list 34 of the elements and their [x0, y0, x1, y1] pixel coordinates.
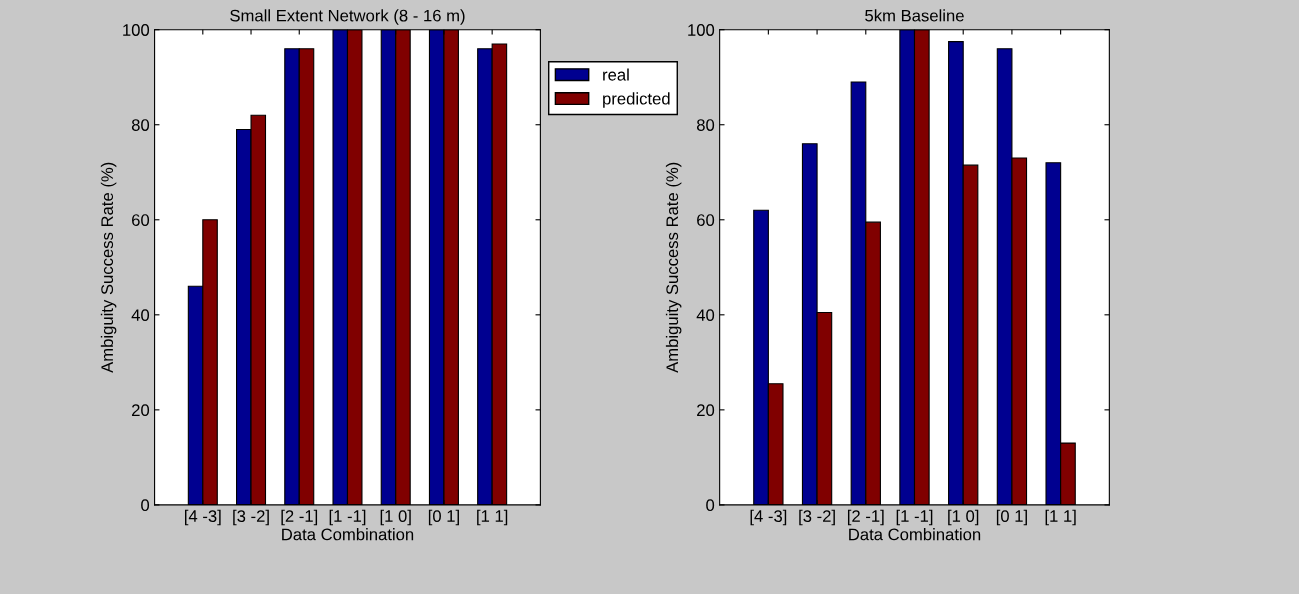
- y-tick-label: 80: [696, 119, 715, 131]
- x-tick-label: [1 0]: [380, 509, 411, 526]
- x-axis-title: Data Combination: [849, 528, 981, 541]
- y-tick-label: 40: [131, 309, 150, 322]
- x-tick-label: [2 -1]: [281, 509, 318, 526]
- x-tick-label: [4 -3]: [750, 509, 787, 526]
- y-tick-label: 0: [706, 499, 715, 512]
- y-tick-label: 60: [697, 214, 715, 226]
- x-tick-label: [2 -1]: [847, 509, 884, 526]
- y-tick-label: 100: [688, 24, 715, 36]
- x-tick-label: [3 -2]: [799, 509, 835, 526]
- x-tick-label: [1 0]: [948, 509, 979, 526]
- x-tick-label: [4 -3]: [185, 509, 221, 526]
- chart-title: Small Extent Network (8 - 16 m): [230, 9, 465, 25]
- y-tick-label: 20: [132, 404, 150, 417]
- y-axis-title: Ambiguity Success Rate (%): [665, 162, 682, 373]
- x-axis-title: Data Combination: [282, 528, 414, 541]
- y-tick-label: 80: [131, 119, 150, 131]
- y-axis-title: Ambiguity Success Rate (%): [100, 162, 117, 373]
- y-tick-label: 0: [141, 499, 150, 512]
- x-tick-label: [3 -2]: [233, 509, 269, 526]
- y-tick-label: 40: [696, 309, 715, 322]
- x-tick-label: [1 1]: [477, 509, 508, 526]
- x-tick-label: [1 -1]: [329, 509, 366, 526]
- y-tick-label: 100: [123, 24, 150, 36]
- legend-label: predicted: [603, 92, 670, 108]
- y-tick-label: 60: [132, 214, 150, 226]
- y-tick-label: 20: [697, 404, 715, 417]
- x-tick-label: [1 -1]: [896, 509, 933, 526]
- x-tick-label: [1 1]: [1045, 509, 1076, 526]
- legend-label: real: [603, 68, 629, 81]
- x-tick-label: [0 1]: [996, 509, 1027, 526]
- x-tick-label: [0 1]: [428, 509, 459, 526]
- chart-title: 5km Baseline: [865, 9, 964, 22]
